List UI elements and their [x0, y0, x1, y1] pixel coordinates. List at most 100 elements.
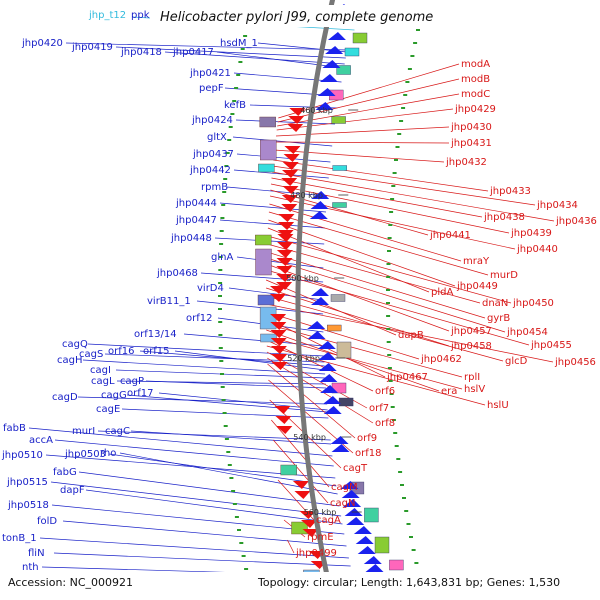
leader-line — [85, 489, 343, 525]
forward-gene-arrow — [325, 46, 344, 54]
reverse-gene-arrow — [276, 274, 293, 282]
gc-mark — [387, 367, 392, 369]
gc-mark — [244, 568, 249, 570]
reverse-gene-arrow — [288, 116, 305, 124]
feature-slot — [260, 139, 277, 161]
feature-slot — [280, 464, 297, 476]
forward-gene-label: cagL — [91, 376, 115, 387]
gc-mark — [386, 341, 391, 343]
leader-line — [271, 177, 483, 218]
reverse-gene-label: modA — [461, 59, 490, 70]
kbp-tick-label: 460 kbp — [300, 106, 333, 115]
feature-slot — [332, 202, 347, 208]
reverse-gene-label: jhp0467 — [386, 372, 428, 383]
gc-mark — [402, 497, 406, 499]
reverse-gene-label: orf9 — [357, 433, 377, 444]
leader-line — [271, 419, 330, 488]
gc-mark — [221, 204, 226, 206]
reverse-gene-arrow — [289, 108, 306, 116]
forward-gene-arrow — [310, 201, 329, 209]
reverse-gene-arrow — [277, 242, 294, 250]
gc-mark — [398, 471, 403, 473]
reverse-gene-arrow — [281, 204, 298, 212]
reverse-gene-label: orf7 — [369, 403, 389, 414]
gc-mark — [405, 81, 410, 83]
reverse-gene-label: jhp0434 — [536, 200, 578, 211]
forward-gene-label: rpmB — [201, 182, 228, 193]
reverse-gene-arrow — [292, 481, 309, 489]
forward-gene-label: rho — [100, 448, 116, 459]
reverse-gene-label: orf18 — [355, 448, 381, 459]
leader-line — [78, 471, 340, 507]
gc-mark — [394, 445, 399, 447]
gc-mark — [236, 74, 241, 76]
leader-line — [265, 295, 504, 362]
reverse-gene-arrow — [276, 258, 293, 266]
forward-gene-label: dapF — [60, 485, 85, 496]
gc-mark — [401, 107, 406, 109]
gc-mark — [219, 360, 224, 362]
gc-mark — [220, 217, 225, 219]
reverse-gene-label: jhp0439 — [510, 228, 552, 239]
gc-mark — [396, 458, 401, 460]
reverse-gene-label: dapB — [398, 330, 424, 341]
kbp-tick-label: 500 kbp — [286, 274, 319, 283]
gc-mark — [416, 29, 420, 31]
feature-slot — [338, 397, 354, 407]
forward-gene-arrow — [322, 396, 341, 404]
forward-gene-label: jhp0518 — [7, 500, 49, 511]
leader-line — [270, 183, 510, 234]
reverse-gene-label: jhp0429 — [454, 104, 496, 115]
gc-mark — [397, 133, 402, 135]
forward-gene-arrow — [353, 526, 372, 534]
gc-mark — [387, 250, 391, 252]
leader-line — [183, 333, 324, 347]
reverse-gene-label: cagN — [330, 498, 355, 509]
forward-gene-arrow — [357, 546, 376, 554]
gc-mark — [386, 328, 391, 330]
feature-slot — [331, 116, 346, 124]
gc-mark — [392, 172, 397, 174]
kbp-tick-label: 540 kbp — [293, 433, 326, 442]
leader-line — [273, 159, 489, 192]
leader-line — [219, 219, 326, 229]
gc-mark — [219, 243, 224, 245]
gc-mark — [223, 178, 228, 180]
reverse-gene-label: era — [441, 386, 457, 397]
gc-mark — [241, 555, 246, 557]
gc-mark — [218, 321, 223, 323]
reverse-gene-label: murD — [490, 270, 518, 281]
reverse-gene-label: jhp0440 — [516, 244, 558, 255]
reverse-gene-arrow — [283, 154, 300, 162]
kbp-ticks: 460 kbp 480 kbp 500 kbp 520 kbp 540 kbp 560 k… — [286, 106, 362, 517]
forward-gene-label: folD — [37, 516, 57, 527]
leader-line — [266, 345, 486, 406]
forward-gene-label: pepF — [199, 83, 224, 94]
forward-gene-label: gltX — [207, 132, 227, 143]
reverse-gene-label: jhp0436 — [555, 216, 597, 227]
gc-mark — [221, 399, 226, 401]
gc-mark — [231, 490, 236, 492]
gc-mark — [414, 562, 419, 564]
forward-gene-label: jhp0417 — [172, 47, 214, 58]
reverse-gene-arrow — [282, 162, 299, 170]
reverse-gene-arrow — [281, 195, 298, 203]
gc-mark — [387, 354, 392, 356]
reverse-gene-arrow — [271, 362, 288, 370]
gc-mark — [227, 139, 232, 141]
leader-line — [236, 153, 331, 163]
feature-slot — [364, 507, 379, 523]
leader-line — [233, 169, 329, 179]
leader-line — [54, 439, 334, 467]
gc-mark — [218, 347, 223, 349]
reverse-gene-arrow — [276, 250, 293, 258]
gc-mark — [224, 438, 229, 440]
leader-line — [275, 126, 450, 137]
forward-gene-label: fabG — [53, 467, 77, 478]
reverse-gene-label: rpmE — [307, 532, 334, 543]
reverse-gene-arrow — [270, 346, 287, 354]
leader-line — [277, 78, 460, 123]
forward-gene-label: jhp0437 — [192, 149, 234, 160]
